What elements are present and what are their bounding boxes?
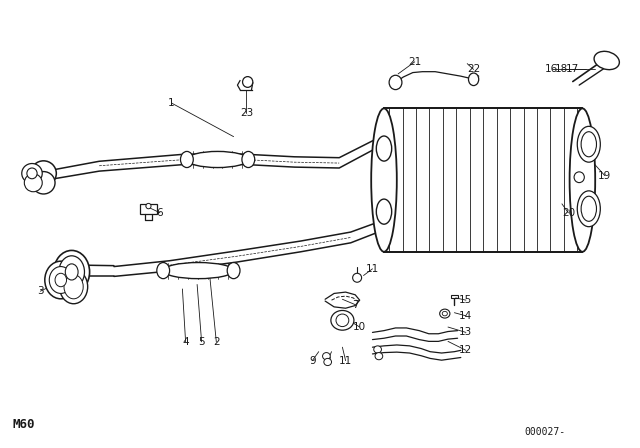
Text: 1: 1 xyxy=(168,98,175,108)
Ellipse shape xyxy=(243,77,253,87)
Ellipse shape xyxy=(440,309,450,318)
Ellipse shape xyxy=(323,353,330,360)
Ellipse shape xyxy=(187,151,248,168)
Ellipse shape xyxy=(389,75,402,90)
Ellipse shape xyxy=(146,203,151,209)
Ellipse shape xyxy=(32,172,55,194)
Text: 5: 5 xyxy=(198,337,205,347)
Text: 20: 20 xyxy=(562,208,575,218)
Ellipse shape xyxy=(442,311,447,316)
Text: 21: 21 xyxy=(408,57,421,67)
Text: 15: 15 xyxy=(460,295,472,305)
Text: 4: 4 xyxy=(182,337,189,347)
Ellipse shape xyxy=(581,132,596,157)
Ellipse shape xyxy=(376,136,392,161)
Text: 17: 17 xyxy=(566,65,579,74)
Ellipse shape xyxy=(49,267,72,293)
Ellipse shape xyxy=(31,161,56,186)
Ellipse shape xyxy=(376,199,392,224)
Text: 8: 8 xyxy=(324,356,331,366)
Text: 11: 11 xyxy=(366,264,379,274)
Text: 14: 14 xyxy=(460,311,472,321)
Ellipse shape xyxy=(331,310,354,330)
Ellipse shape xyxy=(581,196,596,221)
Text: M60: M60 xyxy=(13,418,35,431)
Text: 19: 19 xyxy=(598,171,611,181)
Ellipse shape xyxy=(374,346,381,353)
Text: 9: 9 xyxy=(309,356,316,366)
Ellipse shape xyxy=(59,256,84,288)
Text: 6: 6 xyxy=(157,208,163,218)
Text: 16: 16 xyxy=(545,65,558,74)
Ellipse shape xyxy=(65,264,78,280)
Ellipse shape xyxy=(577,191,600,227)
Ellipse shape xyxy=(180,151,193,168)
Ellipse shape xyxy=(577,126,600,162)
Ellipse shape xyxy=(54,250,90,293)
Bar xyxy=(384,108,582,252)
Ellipse shape xyxy=(570,108,595,252)
Ellipse shape xyxy=(324,358,332,366)
Text: 13: 13 xyxy=(460,327,472,337)
Ellipse shape xyxy=(55,273,67,287)
Text: 7: 7 xyxy=(352,300,358,310)
Text: 18: 18 xyxy=(556,65,568,74)
Ellipse shape xyxy=(242,151,255,168)
Bar xyxy=(140,204,157,214)
Ellipse shape xyxy=(227,263,240,279)
Text: 000027-: 000027- xyxy=(525,427,566,437)
Ellipse shape xyxy=(594,52,620,69)
Ellipse shape xyxy=(24,174,42,192)
Text: 10: 10 xyxy=(353,322,366,332)
Text: 22: 22 xyxy=(467,65,480,74)
Ellipse shape xyxy=(163,263,234,279)
Text: 11: 11 xyxy=(339,356,352,366)
Text: 23: 23 xyxy=(240,108,253,118)
Text: 12: 12 xyxy=(460,345,472,355)
Ellipse shape xyxy=(371,108,397,252)
Ellipse shape xyxy=(27,168,37,179)
Ellipse shape xyxy=(45,261,77,299)
Ellipse shape xyxy=(336,314,349,327)
Ellipse shape xyxy=(574,172,584,183)
Text: 3: 3 xyxy=(37,286,44,296)
Ellipse shape xyxy=(157,263,170,279)
Bar xyxy=(451,295,458,298)
Ellipse shape xyxy=(468,73,479,86)
Text: 2: 2 xyxy=(213,337,220,347)
Ellipse shape xyxy=(375,353,383,360)
Ellipse shape xyxy=(60,270,88,304)
Ellipse shape xyxy=(353,273,362,282)
Ellipse shape xyxy=(64,275,83,299)
Ellipse shape xyxy=(22,164,42,183)
